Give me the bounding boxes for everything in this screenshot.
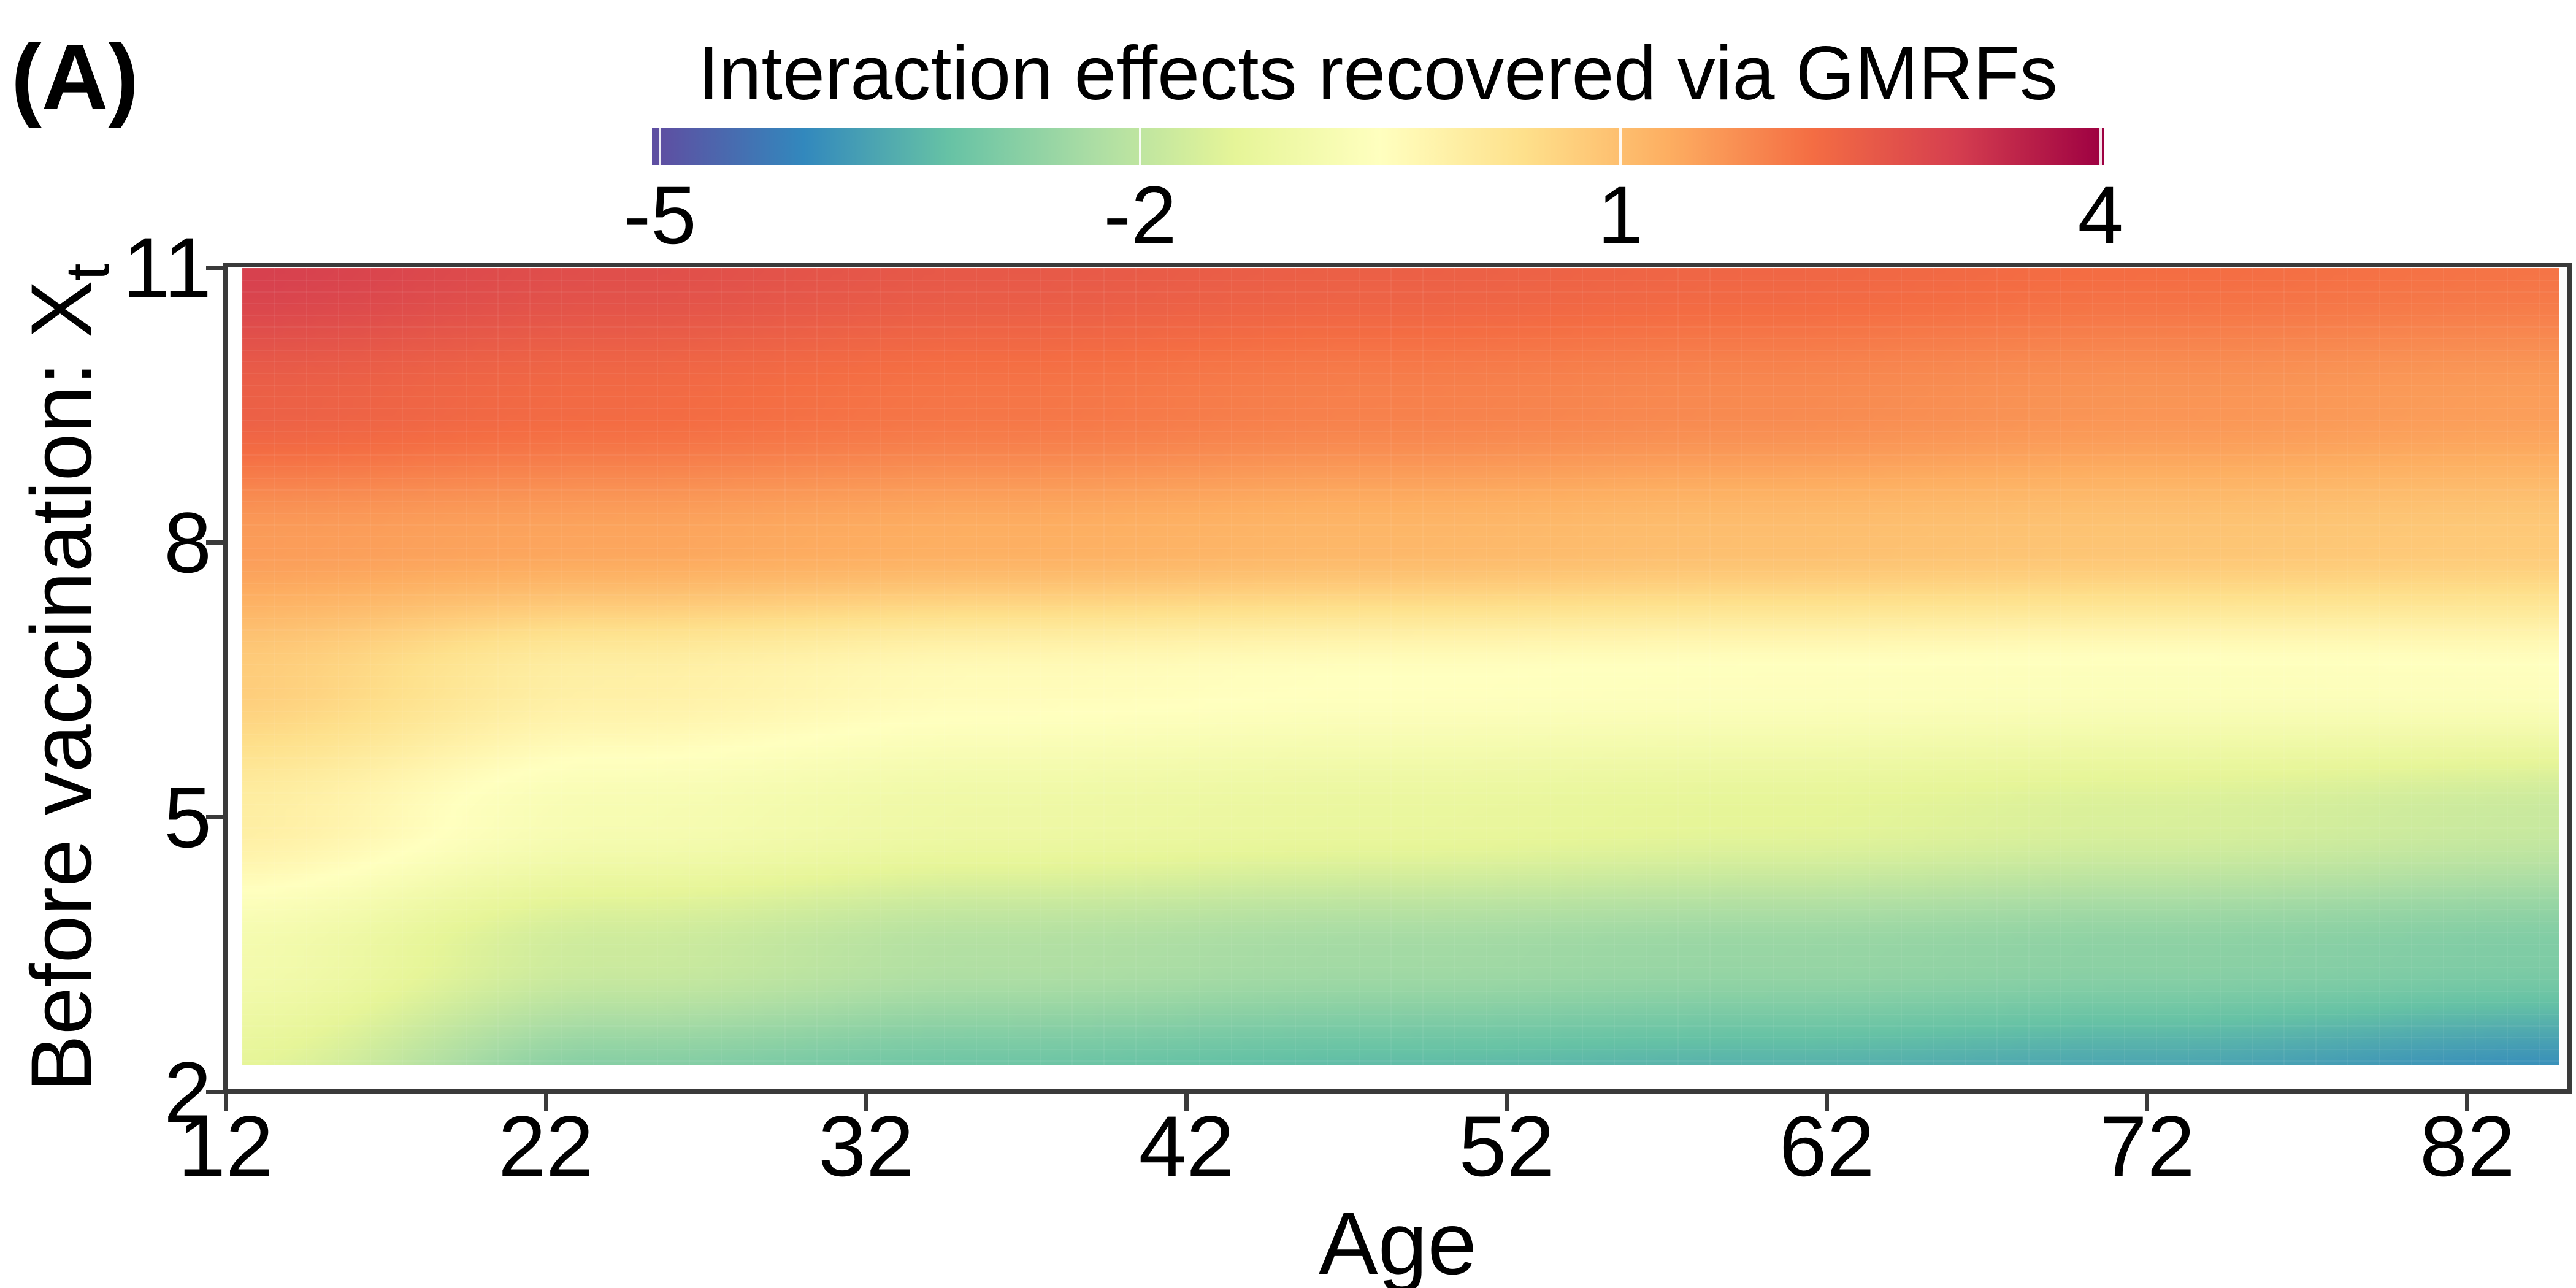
x-tick-mark <box>864 1094 868 1111</box>
heatmap-canvas <box>242 268 2559 1065</box>
y-axis-label-text: Before vaccination: X <box>13 280 109 1092</box>
x-tick-mark <box>1825 1094 1830 1111</box>
y-tick-mark <box>206 815 223 819</box>
y-tick-label: 11 <box>122 220 212 316</box>
x-tick-mark <box>543 1094 548 1111</box>
colorbar-ticks <box>652 128 2104 165</box>
y-tick-mark <box>206 540 223 545</box>
x-tick-mark <box>2145 1094 2150 1111</box>
x-tick-label: 72 <box>2099 1098 2195 1194</box>
colorbar-tick-mark <box>1138 128 1141 165</box>
colorbar-tick-label: 4 <box>2077 170 2124 261</box>
colorbar <box>652 128 2104 165</box>
colorbar-tick-label: 1 <box>1597 170 1644 261</box>
colorbar-title: Interaction effects recovered via GMRFs <box>698 31 2058 116</box>
x-tick-label: 42 <box>1138 1098 1235 1194</box>
x-tick-mark <box>1505 1094 1509 1111</box>
x-tick-mark <box>1184 1094 1189 1111</box>
x-axis-label: Age <box>1319 1194 1477 1288</box>
colorbar-tick-mark <box>659 128 662 165</box>
x-tick-label: 12 <box>178 1098 274 1194</box>
colorbar-gradient <box>652 128 2104 165</box>
colorbar-tick-mark <box>2099 128 2102 165</box>
y-tick-label: 8 <box>164 494 212 591</box>
x-tick-label: 22 <box>498 1098 594 1194</box>
y-tick-label: 2 <box>164 1044 212 1140</box>
x-tick-mark <box>2465 1094 2470 1111</box>
x-tick-label: 62 <box>1779 1098 1875 1194</box>
y-tick-mark <box>206 1089 223 1094</box>
colorbar-tick-label: -2 <box>1103 170 1177 261</box>
x-tick-label: 82 <box>2420 1098 2515 1194</box>
x-tick-label: 32 <box>818 1098 914 1194</box>
colorbar-tick-label: -5 <box>623 170 697 261</box>
y-tick-label: 5 <box>164 769 212 866</box>
x-tick-label: 52 <box>1459 1098 1555 1194</box>
x-tick-mark <box>223 1094 228 1111</box>
colorbar-tick-mark <box>1619 128 1622 165</box>
y-axis-label: Before vaccination: Xt <box>13 264 122 1092</box>
y-axis-label-subscript: t <box>53 263 122 281</box>
panel-label: (A) <box>11 25 139 128</box>
y-tick-mark <box>206 265 223 270</box>
